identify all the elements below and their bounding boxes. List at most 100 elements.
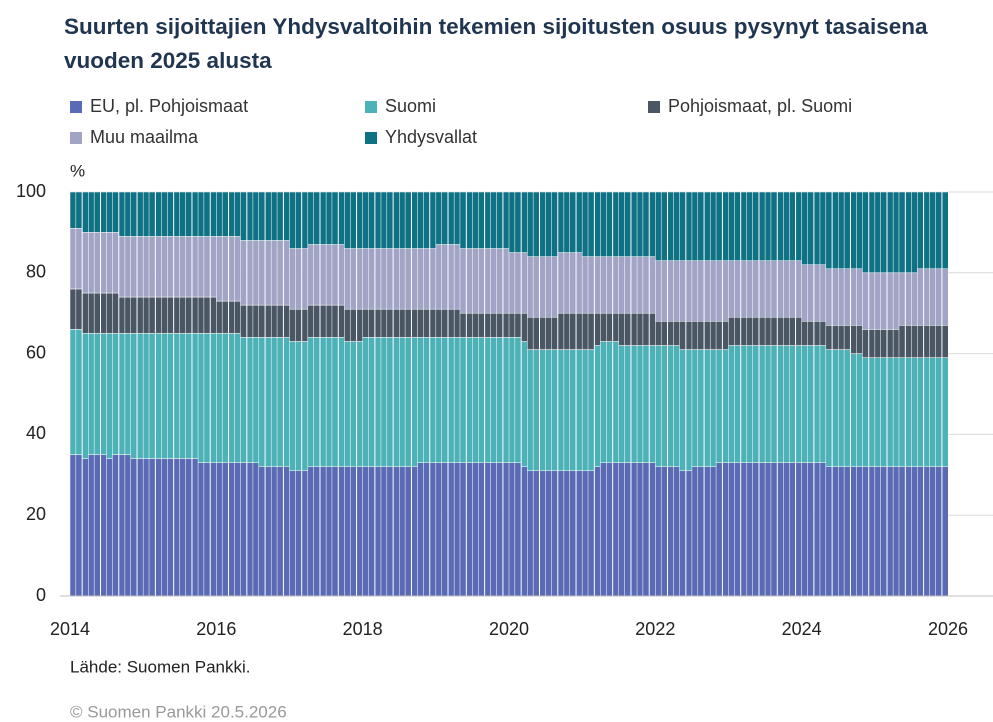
- bar-segment: [142, 191, 150, 237]
- bar-segment: [380, 191, 388, 249]
- bar-segment: [417, 248, 424, 310]
- bar-segment: [325, 466, 333, 597]
- bar-segment: [539, 470, 547, 597]
- y-tick-label: 100: [16, 181, 46, 201]
- bar-segment: [472, 337, 479, 463]
- bar-segment: [935, 191, 942, 270]
- bar-segment: [411, 308, 419, 338]
- legend-label: EU, pl. Pohjoismaat: [90, 96, 248, 116]
- bar-segment: [917, 325, 924, 358]
- bar-segment: [527, 316, 534, 350]
- bar-segment: [728, 462, 735, 597]
- bar-segment: [356, 191, 364, 249]
- bar-segment: [704, 466, 711, 597]
- bar-segment: [210, 462, 217, 597]
- bar-segment: [338, 244, 345, 306]
- bar-segment: [173, 236, 181, 298]
- bar-segment: [380, 308, 388, 338]
- bar-segment: [618, 256, 626, 314]
- bar-segment: [197, 333, 205, 463]
- bar-segment: [252, 240, 260, 306]
- bar-segment: [545, 316, 552, 350]
- bar-segment: [746, 462, 754, 597]
- bar-segment: [404, 191, 412, 249]
- bar-segment: [764, 462, 772, 597]
- bar-segment: [758, 345, 766, 463]
- bar-segment: [551, 191, 558, 257]
- bar-segment: [69, 454, 77, 597]
- bar-segment: [478, 312, 485, 338]
- bar-segment: [606, 462, 613, 597]
- bar-segment: [825, 466, 833, 597]
- bar-segment: [185, 191, 192, 237]
- bar-segment: [289, 248, 296, 310]
- bar-segment: [697, 260, 705, 322]
- bar-segment: [514, 252, 522, 314]
- bar-segment: [740, 316, 748, 346]
- bar-segment: [551, 316, 558, 350]
- bar-segment: [660, 191, 668, 261]
- bar-segment: [618, 191, 626, 257]
- bar-segment: [283, 466, 290, 597]
- bar-segment: [484, 312, 492, 338]
- bar-segment: [496, 462, 503, 597]
- bar-segment: [649, 345, 656, 463]
- bar-segment: [179, 333, 187, 459]
- bar-segment: [783, 191, 790, 261]
- bar-segment: [594, 312, 601, 346]
- bar-segment: [838, 268, 845, 326]
- bar-segment: [295, 341, 302, 472]
- bar-segment: [173, 458, 181, 597]
- bar-segment: [448, 244, 455, 310]
- bar-segment: [374, 337, 382, 467]
- bar-segment: [679, 321, 686, 350]
- bar-segment: [887, 357, 894, 467]
- bar-segment: [441, 191, 449, 245]
- bar-segment: [374, 248, 382, 310]
- bar-segment: [386, 337, 394, 467]
- bar-segment: [514, 337, 522, 463]
- bar-segment: [905, 272, 912, 326]
- bar-segment: [344, 341, 351, 467]
- bar-segment: [295, 248, 302, 310]
- bar-segment: [557, 312, 565, 350]
- bar-segment: [216, 462, 223, 597]
- bar-segment: [344, 308, 351, 342]
- bar-segment: [490, 248, 498, 314]
- bar-segment: [148, 458, 156, 597]
- bar-segment: [179, 296, 187, 334]
- bar-segment: [155, 333, 162, 459]
- bar-segment: [667, 191, 675, 261]
- bar-segment: [161, 236, 168, 298]
- bar-segment: [417, 191, 424, 249]
- bar-segment: [752, 462, 759, 597]
- bar-segment: [106, 292, 113, 334]
- bar-segment: [862, 357, 869, 467]
- bar-segment: [862, 329, 869, 358]
- bar-segment: [197, 296, 205, 334]
- bar-segment: [850, 353, 858, 467]
- bar-segment: [807, 345, 814, 463]
- bar-segment: [715, 349, 723, 463]
- bar-segment: [478, 248, 485, 314]
- bar-segment: [636, 256, 644, 314]
- bar-segment: [179, 191, 187, 237]
- bar-segment: [722, 321, 729, 350]
- bar-segment: [137, 458, 144, 597]
- bar-segment: [118, 333, 126, 455]
- bar-segment: [100, 333, 108, 455]
- bar-segment: [813, 264, 821, 322]
- bar-segment: [411, 191, 419, 249]
- bar-segment: [386, 308, 394, 338]
- bar-segment: [429, 191, 437, 249]
- bar-segment: [502, 248, 510, 314]
- bar-segment: [82, 232, 89, 294]
- bar-segment: [642, 256, 650, 314]
- bar-segment: [917, 191, 924, 270]
- bar-segment: [758, 191, 766, 261]
- bar-segment: [594, 345, 601, 467]
- bar-segment: [148, 191, 156, 237]
- bar-segment: [587, 349, 595, 472]
- bar-segment: [283, 191, 290, 241]
- bar-segment: [319, 337, 327, 467]
